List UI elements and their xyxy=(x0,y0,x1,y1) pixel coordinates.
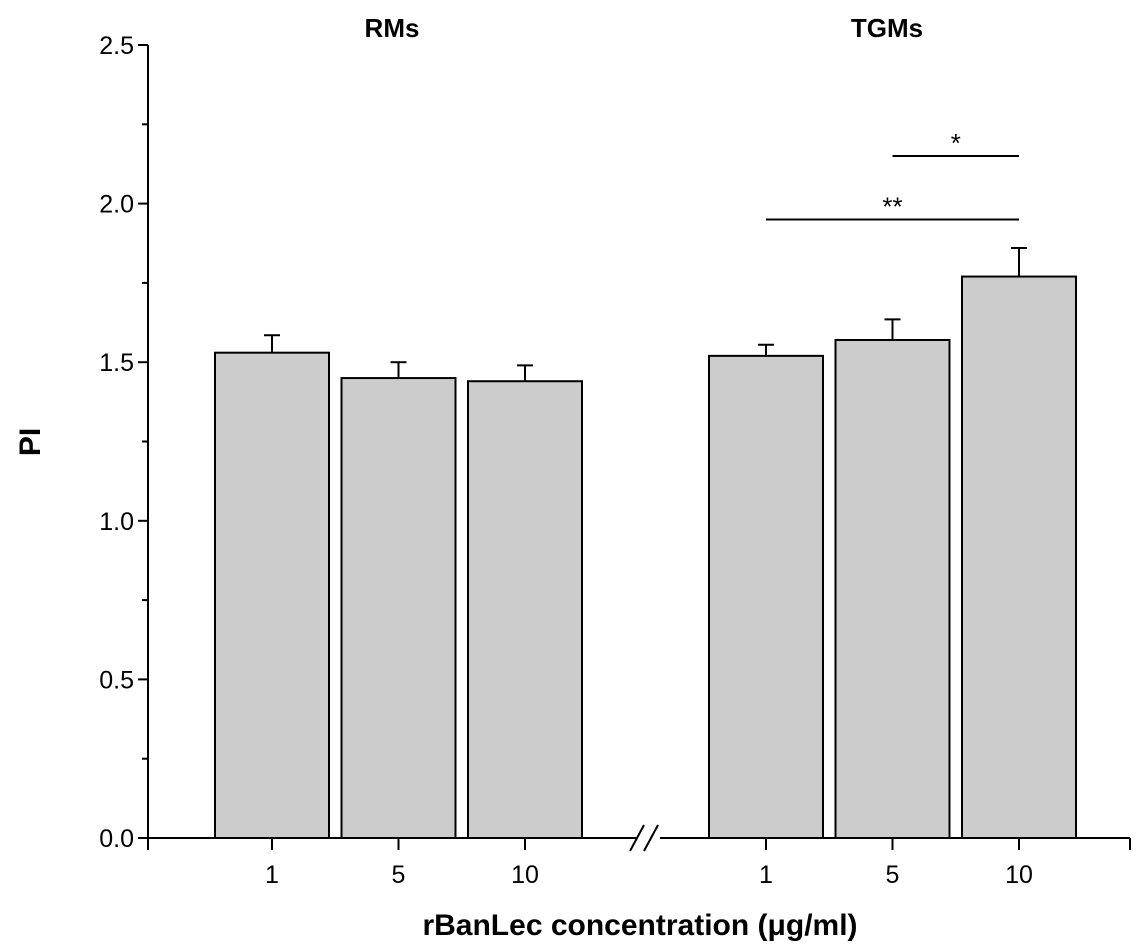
y-tick-label: 1.0 xyxy=(99,508,134,536)
significance-label: * xyxy=(951,128,961,158)
x-tick-label: 5 xyxy=(886,861,900,889)
y-axis-title: PI xyxy=(14,428,47,456)
y-tick-label: 2.5 xyxy=(99,32,134,60)
axis-break-mark xyxy=(643,824,659,852)
x-axis-title: rBanLec concentration (μg/ml) xyxy=(422,909,857,942)
bar xyxy=(214,351,330,839)
x-tick-label: 5 xyxy=(392,861,406,889)
axis-break-mark xyxy=(629,824,645,852)
y-tick-label: 2.0 xyxy=(99,191,134,219)
significance-label: ** xyxy=(882,191,902,221)
bar xyxy=(834,338,951,839)
bar xyxy=(467,380,583,839)
group-title: TGMs xyxy=(851,13,923,43)
bar xyxy=(340,377,457,839)
x-tick-label: 10 xyxy=(1005,861,1033,889)
group-title: RMs xyxy=(365,13,420,43)
bar xyxy=(708,354,824,839)
bar xyxy=(961,275,1077,839)
y-tick-label: 1.5 xyxy=(99,349,134,377)
y-tick-label: 0.5 xyxy=(99,666,134,694)
y-tick-label: 0.0 xyxy=(99,825,134,853)
x-tick-label: 10 xyxy=(511,861,539,889)
x-tick-label: 1 xyxy=(265,861,279,889)
x-tick-label: 1 xyxy=(759,861,773,889)
